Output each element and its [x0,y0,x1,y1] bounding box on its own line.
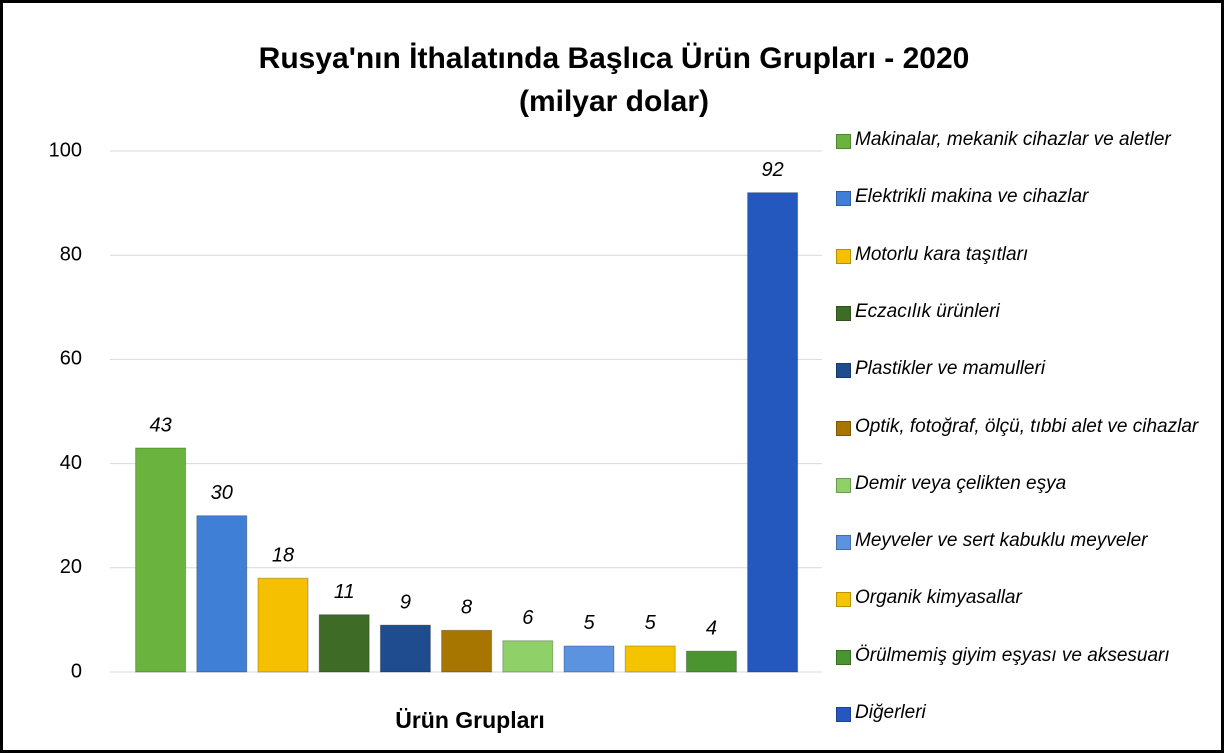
legend-label: Plastikler ve mamulleri [855,358,1046,380]
y-tick-label: 80 [60,243,82,265]
legend-label: Makinalar, mekanik cihazlar ve aletler [855,129,1171,150]
legend-swatch [836,248,851,264]
y-tick-label: 40 [60,452,82,474]
bar [379,624,431,673]
legend-label: Elektrikli makina ve cihazlar [855,186,1089,208]
legend-item: Örülmemiş giyim eşyası ve aksesuarı [836,644,1222,668]
data-label: 9 [400,591,411,613]
legend-item: Meyveler ve sert kabuklu meyveler [836,529,1222,553]
legend-swatch [836,649,851,665]
legend-swatch [836,592,851,608]
legend-swatch [836,305,851,321]
bar [135,447,187,673]
legend-label: Örülmemiş giyim eşyası ve aksesuarı [855,644,1170,666]
legend-swatch [836,363,851,379]
bar [502,640,554,673]
bar [441,629,493,673]
legend-label: Meyveler ve sert kabuklu meyveler [855,530,1148,552]
data-label: 8 [461,597,472,619]
legend-item: Elektrikli makina ve cihazlar [836,185,1222,209]
x-axis-label: Ürün Grupları [395,707,545,733]
legend-swatch [836,191,851,207]
bar [196,515,248,673]
bar [257,577,309,673]
legend-swatch [836,707,851,722]
legend-swatch [836,420,851,436]
data-label: 11 [334,581,355,603]
bar [685,650,737,673]
data-label: 5 [645,612,657,634]
legend-item: Demir veya çelikten eşya [836,472,1222,496]
legend-item: Organik kimyasallar [836,586,1222,610]
legend-label: Optik, fotoğraf, ölçü, tıbbi alet ve cih… [855,415,1199,437]
legend-item: Plastikler ve mamulleri [836,357,1222,381]
data-label: 5 [583,612,595,634]
y-tick-label: 20 [60,556,82,578]
data-label: 30 [211,482,233,504]
legend-label: Demir veya çelikten eşya [855,472,1067,494]
chart-subtitle: (milyar dolar) [519,85,709,118]
bar [747,192,799,673]
legend-label: Eczacılık ürünleri [855,300,1000,322]
legend-item: Motorlu kara taşıtları [836,243,1222,267]
legend-label: Organik kimyasallar [855,587,1022,609]
data-label: 6 [522,607,534,629]
bar [318,614,370,673]
legend-item: Makinalar, mekanik cihazlar ve aletler [836,128,1222,152]
legend-swatch [836,535,851,551]
legend-item: Optik, fotoğraf, ölçü, tıbbi alet ve cih… [836,415,1222,439]
data-label: 43 [149,414,171,436]
chart-title: Rusya'nın İthalatında Başlıca Ürün Grupl… [259,42,970,75]
data-label: 18 [272,545,294,567]
y-tick-label: 0 [71,660,82,682]
legend-item: Eczacılık ürünleri [836,300,1222,324]
y-tick-label: 60 [60,348,82,370]
bar [563,645,615,673]
y-tick-label: 100 [49,139,82,161]
data-label: 4 [706,617,717,639]
data-label: 92 [761,159,783,181]
legend-item: Diğerleri [836,701,1222,725]
legend-label: Diğerleri [855,702,926,723]
legend-swatch [836,134,851,149]
legend-label: Motorlu kara taşıtları [855,243,1029,265]
bar [624,645,676,673]
legend-swatch [836,477,851,493]
